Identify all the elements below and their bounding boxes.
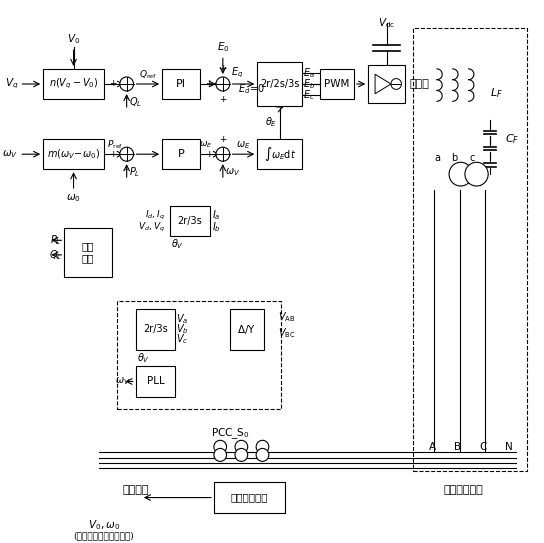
Text: $Q_L$: $Q_L$ bbox=[48, 248, 61, 262]
Text: $I_d, I_q$: $I_d, I_q$ bbox=[145, 209, 165, 222]
Text: $m(\omega_V\!-\!\omega_0)$: $m(\omega_V\!-\!\omega_0)$ bbox=[47, 147, 100, 161]
Text: $\omega_V$: $\omega_V$ bbox=[2, 148, 18, 160]
FancyBboxPatch shape bbox=[214, 482, 285, 513]
Text: $E_a$: $E_a$ bbox=[303, 66, 315, 80]
Text: b: b bbox=[451, 153, 458, 163]
Text: PLL: PLL bbox=[146, 376, 164, 387]
Circle shape bbox=[465, 162, 488, 186]
FancyBboxPatch shape bbox=[135, 309, 175, 350]
FancyBboxPatch shape bbox=[170, 206, 209, 236]
Circle shape bbox=[256, 440, 269, 453]
Text: 2r/3s: 2r/3s bbox=[143, 324, 168, 334]
Text: $P_{\rm ref}$: $P_{\rm ref}$ bbox=[107, 139, 123, 151]
Text: -: - bbox=[125, 94, 128, 104]
Text: C: C bbox=[480, 442, 487, 452]
Text: $\theta_E$: $\theta_E$ bbox=[265, 116, 277, 129]
Text: $E_d\!=\!0$: $E_d\!=\!0$ bbox=[238, 83, 265, 96]
Text: $\omega_E$: $\omega_E$ bbox=[236, 140, 251, 151]
Text: 2r/3s: 2r/3s bbox=[177, 216, 202, 226]
Text: $E_q$: $E_q$ bbox=[231, 65, 243, 80]
FancyBboxPatch shape bbox=[162, 139, 200, 169]
Text: $\int\omega_E\mathrm{d}t$: $\int\omega_E\mathrm{d}t$ bbox=[263, 145, 296, 163]
Circle shape bbox=[214, 449, 226, 462]
Circle shape bbox=[214, 440, 226, 453]
Text: A: A bbox=[429, 442, 436, 452]
Text: $C_F$: $C_F$ bbox=[504, 132, 519, 146]
FancyBboxPatch shape bbox=[257, 62, 302, 105]
Circle shape bbox=[216, 77, 230, 91]
Text: +: + bbox=[219, 94, 227, 104]
Text: +: + bbox=[205, 79, 213, 89]
Text: +: + bbox=[219, 65, 227, 73]
Text: $\omega_V$: $\omega_V$ bbox=[226, 166, 240, 178]
FancyBboxPatch shape bbox=[64, 228, 112, 277]
Circle shape bbox=[235, 449, 248, 462]
Text: +: + bbox=[109, 79, 116, 89]
Circle shape bbox=[120, 147, 133, 161]
Text: (无线通信发送给变流器): (无线通信发送给变流器) bbox=[73, 532, 134, 540]
Text: $E_b$: $E_b$ bbox=[303, 77, 316, 91]
Text: B: B bbox=[454, 442, 462, 452]
FancyBboxPatch shape bbox=[230, 309, 264, 350]
Text: $V_{\rm BC}$: $V_{\rm BC}$ bbox=[279, 326, 296, 340]
Text: $P_L$: $P_L$ bbox=[51, 233, 61, 247]
Text: $I_a$: $I_a$ bbox=[212, 208, 221, 222]
Text: $n(V_q-V_0)$: $n(V_q-V_0)$ bbox=[49, 77, 98, 91]
Text: $V_a$: $V_a$ bbox=[176, 312, 189, 326]
Text: $V_0, \omega_0$: $V_0, \omega_0$ bbox=[88, 518, 120, 532]
Circle shape bbox=[256, 449, 269, 462]
Text: +: + bbox=[109, 150, 116, 159]
Circle shape bbox=[216, 147, 230, 161]
FancyBboxPatch shape bbox=[368, 65, 405, 103]
Text: $Q_L$: $Q_L$ bbox=[129, 95, 143, 109]
Text: $L_F$: $L_F$ bbox=[490, 86, 503, 100]
Text: $V_b$: $V_b$ bbox=[176, 323, 189, 336]
Text: $\omega_E$: $\omega_E$ bbox=[199, 140, 213, 150]
Text: +: + bbox=[219, 135, 227, 144]
Text: $V_{\rm dc}$: $V_{\rm dc}$ bbox=[378, 16, 395, 30]
Text: $V_q$: $V_q$ bbox=[5, 77, 18, 91]
Text: c: c bbox=[469, 153, 474, 163]
Text: $I_b$: $I_b$ bbox=[212, 220, 221, 234]
Text: 微网控制系统: 微网控制系统 bbox=[231, 493, 268, 503]
Text: 2r/2s/3s: 2r/2s/3s bbox=[260, 79, 299, 89]
Text: 微网交流母线: 微网交流母线 bbox=[443, 485, 483, 495]
Text: $V_0$: $V_0$ bbox=[67, 32, 80, 46]
Text: $E_0$: $E_0$ bbox=[217, 40, 229, 54]
Text: PCC_S$_0$: PCC_S$_0$ bbox=[212, 426, 250, 441]
Text: P: P bbox=[178, 149, 184, 159]
FancyBboxPatch shape bbox=[257, 139, 302, 169]
Text: a: a bbox=[434, 153, 440, 163]
FancyBboxPatch shape bbox=[319, 69, 354, 99]
Circle shape bbox=[235, 440, 248, 453]
Text: $E_c$: $E_c$ bbox=[303, 88, 315, 102]
FancyBboxPatch shape bbox=[43, 139, 104, 169]
Text: $\theta_V$: $\theta_V$ bbox=[171, 237, 184, 251]
FancyBboxPatch shape bbox=[43, 69, 104, 99]
Text: $\Delta$/Y: $\Delta$/Y bbox=[238, 323, 256, 336]
Text: $\theta_V$: $\theta_V$ bbox=[137, 351, 150, 365]
Text: 公共电网: 公共电网 bbox=[122, 485, 149, 495]
Circle shape bbox=[391, 79, 401, 90]
Text: $V_d, V_q$: $V_d, V_q$ bbox=[138, 220, 165, 233]
Text: 变流器: 变流器 bbox=[410, 79, 429, 89]
Circle shape bbox=[449, 162, 472, 186]
Text: +: + bbox=[205, 150, 213, 159]
Text: $\omega_V$: $\omega_V$ bbox=[114, 376, 129, 387]
Text: $\omega_0$: $\omega_0$ bbox=[66, 193, 81, 204]
Text: PWM: PWM bbox=[324, 79, 349, 89]
Circle shape bbox=[120, 77, 133, 91]
Text: -: - bbox=[125, 165, 128, 174]
Text: N: N bbox=[505, 442, 512, 452]
Text: $Q_{\rm ref}$: $Q_{\rm ref}$ bbox=[139, 69, 157, 81]
Text: PI: PI bbox=[176, 79, 186, 89]
Text: $P_L$: $P_L$ bbox=[129, 165, 140, 179]
FancyBboxPatch shape bbox=[162, 69, 200, 99]
FancyBboxPatch shape bbox=[135, 367, 175, 396]
Text: $V_{\rm AB}$: $V_{\rm AB}$ bbox=[279, 311, 296, 324]
Text: 功率
计算: 功率 计算 bbox=[82, 242, 94, 263]
Text: $V_c$: $V_c$ bbox=[176, 333, 189, 346]
